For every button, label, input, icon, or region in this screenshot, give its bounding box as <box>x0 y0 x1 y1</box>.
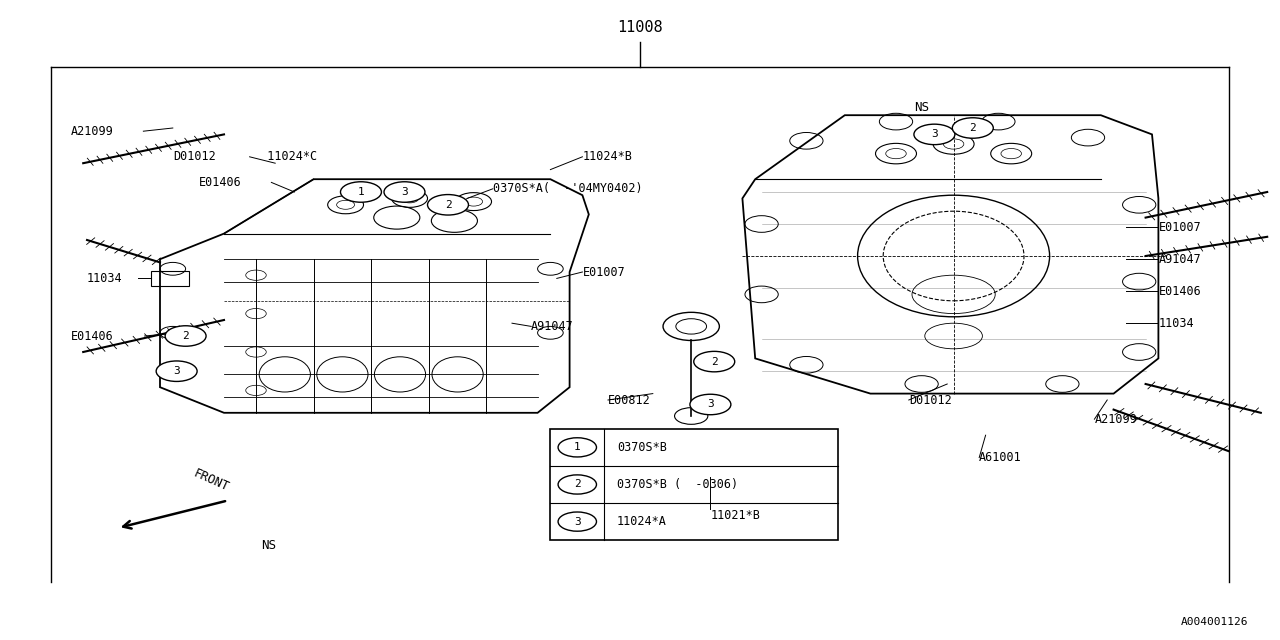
Text: 11034: 11034 <box>1158 317 1194 330</box>
Text: 3: 3 <box>401 187 408 197</box>
Text: 1: 1 <box>357 187 365 197</box>
Text: NS: NS <box>914 101 929 114</box>
Circle shape <box>384 182 425 202</box>
Circle shape <box>558 438 596 457</box>
Circle shape <box>952 118 993 138</box>
Text: 3: 3 <box>173 366 180 376</box>
Text: 3: 3 <box>573 516 581 527</box>
Circle shape <box>690 394 731 415</box>
Circle shape <box>558 512 596 531</box>
Text: A21099: A21099 <box>1094 413 1137 426</box>
Text: 11008: 11008 <box>617 20 663 35</box>
Text: D01012: D01012 <box>173 150 215 163</box>
Text: 3: 3 <box>931 129 938 140</box>
Text: 2: 2 <box>444 200 452 210</box>
Circle shape <box>558 475 596 494</box>
Text: D01012: D01012 <box>909 394 951 406</box>
Text: E01406: E01406 <box>198 176 241 189</box>
Text: 2: 2 <box>573 479 581 490</box>
Text: A004001126: A004001126 <box>1180 617 1248 627</box>
Text: A21099: A21099 <box>70 125 113 138</box>
Text: E01007: E01007 <box>1158 221 1201 234</box>
Text: E01007: E01007 <box>582 266 625 278</box>
Text: 0370S*B (  -0306): 0370S*B ( -0306) <box>617 478 739 491</box>
Text: A91047: A91047 <box>531 320 573 333</box>
Text: 2: 2 <box>710 356 718 367</box>
Text: FRONT: FRONT <box>192 467 230 494</box>
Text: A91047: A91047 <box>1158 253 1201 266</box>
Circle shape <box>165 326 206 346</box>
Text: 0370S*A(  -'04MY0402): 0370S*A( -'04MY0402) <box>493 182 643 195</box>
Text: 11024*B: 11024*B <box>582 150 632 163</box>
Text: 1: 1 <box>573 442 581 452</box>
Text: 0370S*B: 0370S*B <box>617 441 667 454</box>
Text: 11024*A: 11024*A <box>617 515 667 528</box>
Circle shape <box>694 351 735 372</box>
Text: A61001: A61001 <box>979 451 1021 464</box>
Text: 11021*B: 11021*B <box>710 509 760 522</box>
Text: 3: 3 <box>707 399 714 410</box>
Circle shape <box>156 361 197 381</box>
Text: NS: NS <box>261 539 276 552</box>
Bar <box>151 271 189 286</box>
Text: E01406: E01406 <box>70 330 113 342</box>
Circle shape <box>428 195 468 215</box>
Text: 2: 2 <box>969 123 977 133</box>
Text: 11024*C: 11024*C <box>253 150 317 163</box>
Circle shape <box>914 124 955 145</box>
Text: 2: 2 <box>182 331 189 341</box>
Text: 11034: 11034 <box>87 272 123 285</box>
Circle shape <box>340 182 381 202</box>
Bar <box>550 429 838 540</box>
Text: E00812: E00812 <box>608 394 650 406</box>
Text: E01406: E01406 <box>1158 285 1201 298</box>
